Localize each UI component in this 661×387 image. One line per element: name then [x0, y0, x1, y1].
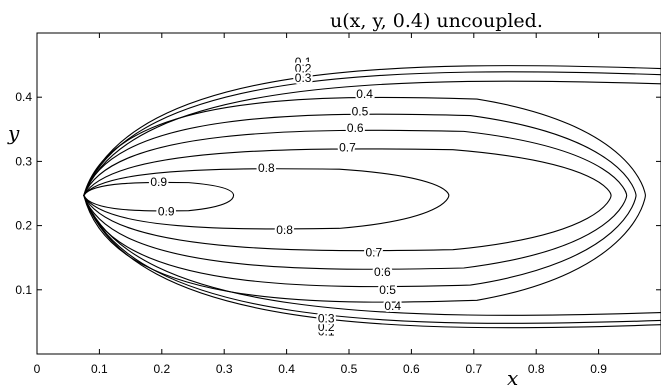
contour-label: 0.7	[339, 140, 356, 154]
y-axis-ticks: 0.1 0.2 0.3 0.4	[15, 90, 661, 297]
x-tick-label: 0.7	[465, 362, 482, 376]
x-tick-label: 0.3	[216, 362, 233, 376]
contour-label: 0.6	[347, 121, 364, 135]
contour-label: 0.9	[158, 204, 175, 218]
contour-label: 0.5	[352, 104, 369, 118]
contour-label: 0.4	[384, 299, 401, 313]
y-axis-label: y	[7, 121, 20, 145]
contour-label: 0.1	[318, 325, 335, 339]
contour-line-0.4	[83, 96, 646, 303]
contour-label: 0.7	[365, 246, 382, 260]
contour-label: 0.8	[258, 161, 275, 175]
contour-line-0.8	[83, 168, 450, 230]
contour-label: 0.2	[295, 61, 312, 75]
contour-label: 0.4	[356, 87, 373, 101]
contour-label: 0.5	[379, 283, 396, 297]
x-axis-label: x	[507, 366, 518, 387]
x-tick-label: 0.6	[403, 362, 420, 376]
x-tick-label: 0	[34, 362, 41, 376]
x-tick-label: 0.1	[91, 362, 108, 376]
contour-label: 0.9	[150, 175, 167, 189]
contour-labels: 0.10.10.20.20.30.30.40.40.50.50.60.60.70…	[148, 53, 403, 341]
contour-line-0.2	[83, 71, 661, 324]
x-tick-label: 0.5	[341, 362, 358, 376]
contour-line-0.1	[83, 65, 661, 329]
contour-label: 0.6	[374, 265, 391, 279]
x-tick-label: 0.4	[278, 362, 295, 376]
x-tick-label: 0.8	[528, 362, 545, 376]
contour-label: 0.3	[295, 71, 312, 85]
contour-line-0.3	[83, 80, 661, 316]
y-tick-label: 0.1	[15, 283, 32, 297]
y-tick-label: 0.2	[15, 219, 32, 233]
contour-lines	[83, 65, 661, 329]
y-tick-label: 0.3	[15, 154, 32, 168]
y-tick-label: 0.4	[15, 90, 32, 104]
contour-label: 0.8	[276, 223, 293, 237]
chart-title: u(x, y, 0.4) uncoupled.	[330, 10, 543, 32]
contour-line-0.7	[83, 148, 612, 252]
contour-label: 0.3	[318, 312, 335, 326]
contour-label: 0.1	[295, 55, 312, 69]
contour-line-0.6	[83, 129, 628, 270]
contour-line-0.9	[83, 181, 235, 212]
x-tick-label: 0.9	[590, 362, 607, 376]
contour-label: 0.2	[318, 320, 335, 334]
x-axis-ticks: 0 0.1 0.2 0.3 0.4 0.5 0.6 0.7 0.8 0.9	[34, 33, 607, 376]
contour-line-0.5	[83, 113, 637, 288]
x-tick-label: 0.2	[153, 362, 170, 376]
